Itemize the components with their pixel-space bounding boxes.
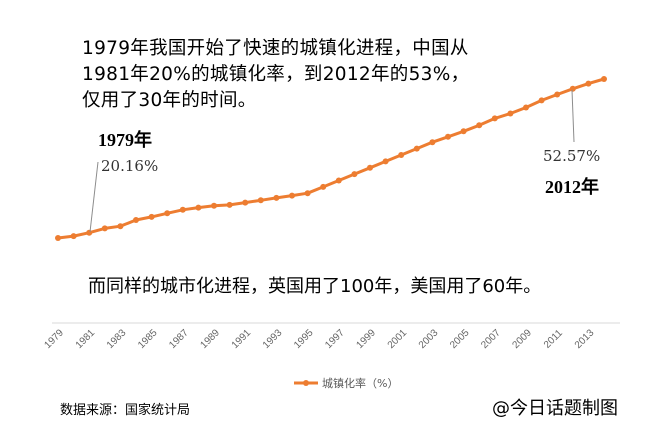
data-point-2005 [460,128,467,135]
headline: 1979年我国开始了快速的城镇化进程，中国从 1981年20%的城镇化率，到20… [82,36,502,114]
data-point-1983 [117,223,124,230]
x-tick-label-2003: 2003 [417,327,441,351]
x-tick-label-1991: 1991 [230,327,254,351]
data-point-1990 [226,201,233,208]
x-tick-label-1999: 1999 [354,327,378,351]
data-point-1981 [86,229,93,236]
data-point-1985 [148,213,155,220]
data-point-2012 [569,85,576,92]
annotation-year-1979: 1979年 [98,129,152,150]
annotation-value-2012: 52.57% [543,147,600,165]
legend: 城镇化率（%） [294,376,398,390]
data-point-1993 [273,194,280,201]
headline-line-3: 仅用了30年的时间。 [82,90,257,111]
x-tick-label-1993: 1993 [261,327,285,351]
data-point-1992 [257,197,264,204]
annotation-leader-2012 [571,89,575,143]
data-point-1988 [195,204,202,211]
x-tick-label-1981: 1981 [74,327,98,351]
data-point-1979 [55,235,61,241]
data-point-1980 [70,233,77,240]
data-point-1984 [133,217,139,223]
x-tick-label-2005: 2005 [448,327,472,351]
x-tick-label-1997: 1997 [323,327,347,351]
annotation-year-2012: 2012年 [545,176,599,197]
x-tick-labels: 1979 1981 1983 1985 1987 1989 1991 1993 1995 1997… [42,327,596,351]
data-point-1998 [351,171,358,178]
comparison-note: 而同样的城市化进程，英国用了100年，美国用了60年。 [88,276,542,297]
x-tick-label-2013: 2013 [573,327,597,351]
annotation-leader-1981 [89,161,99,233]
series-markers [55,76,607,241]
data-point-1997 [335,177,342,184]
annotation-year-1979-text: 1979年 [98,129,152,150]
data-point-2003 [429,139,436,146]
legend-swatch-marker [303,380,309,386]
data-source: 数据来源：国家统计局 [60,403,191,418]
data-point-1999 [367,164,373,171]
headline-line-2: 1981年20%的城镇化率，到2012年的53%， [82,64,470,85]
data-point-1986 [164,210,171,217]
data-point-1991 [242,199,249,206]
x-tick-label-1995: 1995 [292,327,316,351]
x-tick-label-2001: 2001 [386,327,410,351]
data-point-2014 [601,76,607,82]
data-point-2004 [445,133,451,140]
headline-line-1: 1979年我国开始了快速的城镇化进程，中国从 [82,38,469,59]
data-point-1994 [289,192,295,199]
data-point-1995 [304,190,311,197]
data-point-2010 [538,97,545,104]
x-tick-label-2007: 2007 [479,327,503,351]
data-point-2009 [523,104,529,111]
data-point-1987 [179,206,186,213]
data-point-2001 [398,152,405,158]
data-point-2006 [476,122,483,129]
x-tick-label-1987: 1987 [167,327,191,351]
data-point-1982 [101,225,108,232]
watermark: @今日话题制图 [492,398,618,419]
x-tick-label-1979: 1979 [42,327,66,351]
x-tick-label-1983: 1983 [105,327,129,351]
x-tick-label-2011: 2011 [542,327,565,350]
legend-label: 城镇化率（%） [322,376,398,390]
data-point-2007 [491,115,498,122]
data-point-2013 [585,80,592,87]
data-point-2011 [554,91,561,98]
data-point-1989 [211,202,217,209]
x-tick-label-1985: 1985 [136,327,160,351]
data-point-2000 [382,158,389,165]
data-point-2008 [507,110,514,117]
x-tick-label-2009: 2009 [510,327,534,351]
x-tick-label-1989: 1989 [198,327,222,351]
data-point-2002 [413,145,420,152]
annotation-value-1981: 20.16% [101,157,158,175]
data-point-1996 [320,183,327,190]
